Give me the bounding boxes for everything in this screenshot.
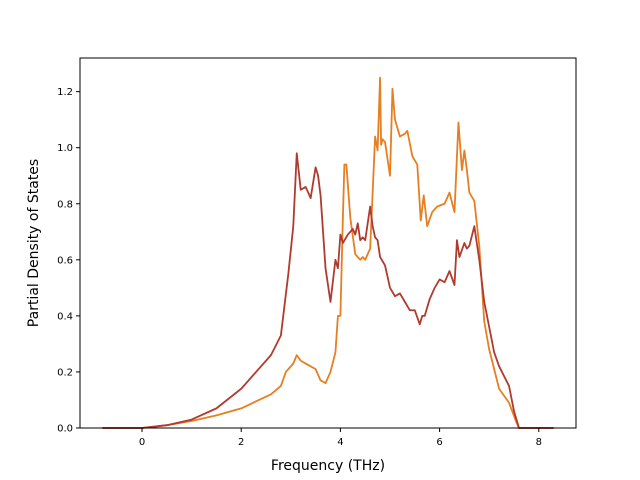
series-line-1	[102, 76, 554, 429]
x-tick-label: 6	[436, 437, 442, 448]
y-tick-label: 1.2	[57, 87, 73, 98]
series-line-2	[102, 152, 554, 429]
y-tick-label: 1.0	[57, 143, 73, 154]
y-tick-label: 0.6	[57, 255, 73, 266]
plot-frame	[79, 57, 577, 429]
y-tick-label: 0.0	[57, 424, 73, 435]
y-axis-label: Partial Density of States	[26, 159, 42, 327]
x-tick-label: 2	[238, 437, 244, 448]
x-axis-label: Frequency (THz)	[271, 458, 385, 474]
x-tick-label: 0	[139, 437, 145, 448]
y-tick-label: 0.2	[57, 367, 73, 378]
series-layer	[102, 76, 554, 429]
y-tick-label: 0.8	[57, 199, 73, 210]
ticks-layer: 0 2 4 6 8 0.0 0.2 0.4 0.6 0.8 1.0 1.2	[57, 87, 542, 448]
x-tick-label: 8	[536, 437, 542, 448]
y-tick-label: 0.4	[57, 311, 73, 322]
x-tick-label: 4	[337, 437, 343, 448]
